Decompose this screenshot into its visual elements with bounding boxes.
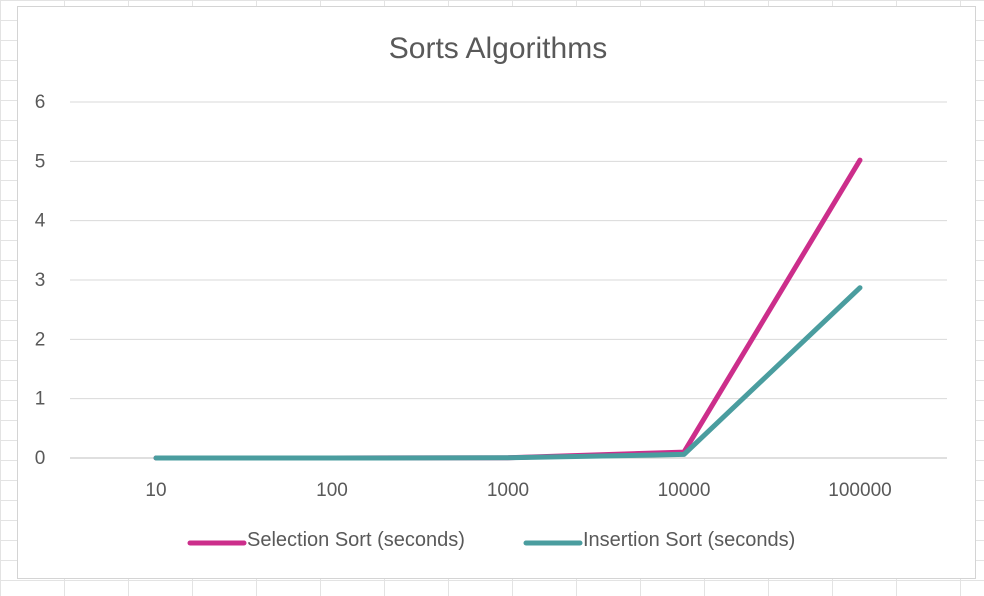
chart-title: Sorts Algorithms xyxy=(389,32,607,65)
y-tick-label: 0 xyxy=(35,448,46,469)
y-tick-label: 6 xyxy=(35,92,46,113)
legend-label: Insertion Sort (seconds) xyxy=(583,529,795,551)
x-tick-label: 100 xyxy=(316,480,348,501)
y-tick-label: 3 xyxy=(35,270,46,291)
y-axis-tick-labels: 0 1 2 3 4 5 6 xyxy=(35,92,46,469)
legend-label: Selection Sort (seconds) xyxy=(247,529,465,551)
y-tick-label: 2 xyxy=(35,329,46,350)
x-tick-label: 10 xyxy=(145,480,166,501)
legend[interactable]: Selection Sort (seconds) Insertion Sort (… xyxy=(187,529,795,551)
series-lines xyxy=(153,157,863,461)
series-line-selection-sort xyxy=(153,157,863,461)
legend-item-insertion-sort[interactable]: Insertion Sort (seconds) xyxy=(523,529,795,551)
x-axis-tick-labels: 10 100 1000 10000 100000 xyxy=(145,480,891,501)
series-line-insertion-sort xyxy=(153,285,863,461)
legend-item-selection-sort[interactable]: Selection Sort (seconds) xyxy=(187,529,465,551)
y-tick-label: 5 xyxy=(35,151,46,172)
x-tick-label: 10000 xyxy=(658,480,711,501)
y-tick-label: 1 xyxy=(35,389,46,410)
x-tick-label: 100000 xyxy=(828,480,891,501)
x-tick-label: 1000 xyxy=(487,480,529,501)
gridlines xyxy=(70,101,947,459)
y-tick-label: 4 xyxy=(35,211,46,232)
